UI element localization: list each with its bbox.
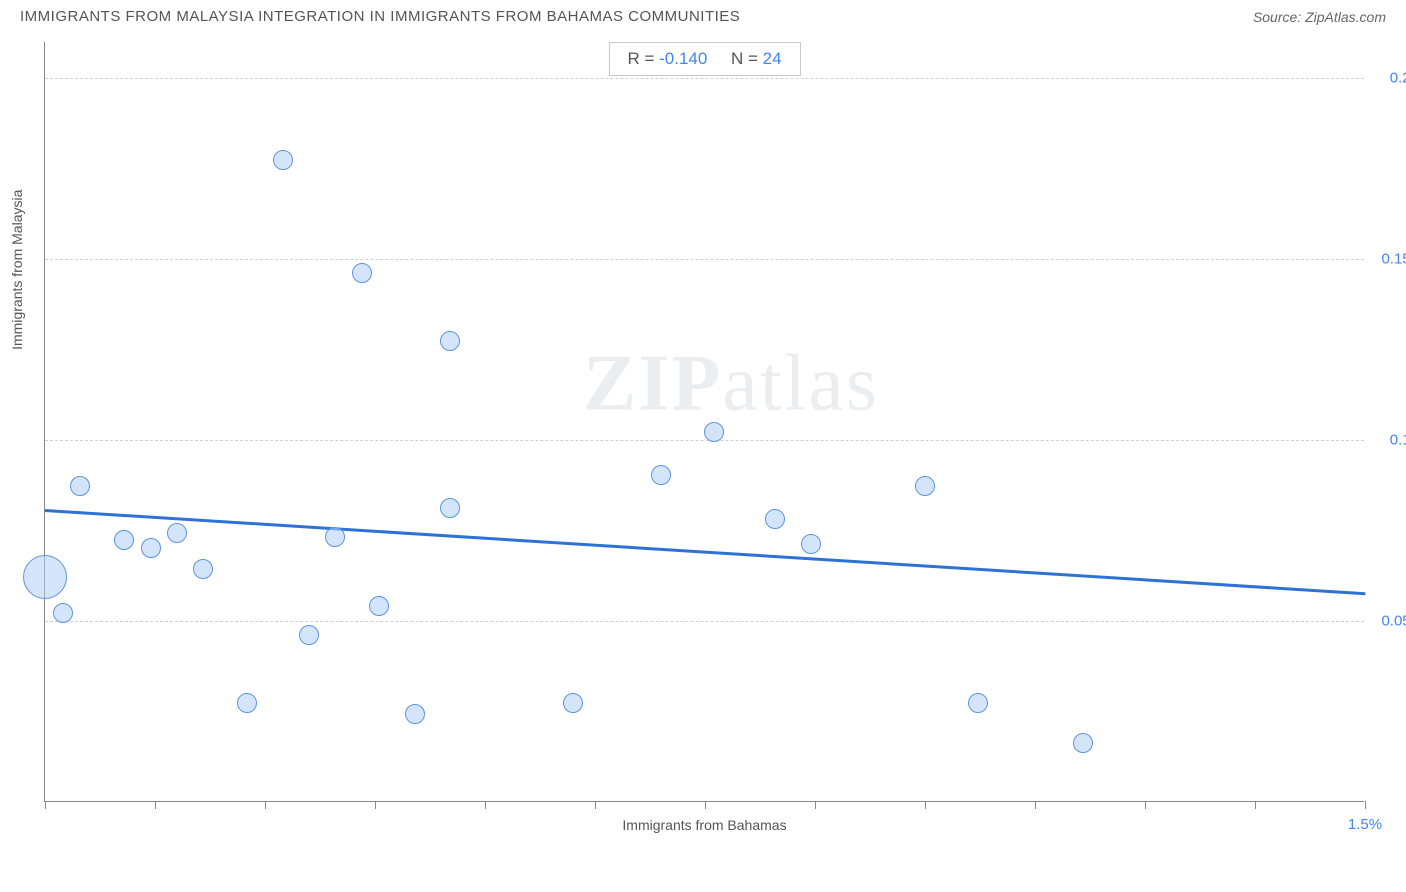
data-point: [193, 559, 213, 579]
data-point: [23, 555, 67, 599]
x-tick-label: 1.5%: [1348, 816, 1382, 833]
data-point: [114, 530, 134, 550]
data-point: [801, 534, 821, 554]
data-point: [915, 476, 935, 496]
x-tick: [1255, 801, 1256, 809]
data-point: [70, 476, 90, 496]
y-axis-label: Immigrants from Malaysia: [9, 189, 25, 349]
x-tick: [1035, 801, 1036, 809]
data-point: [273, 150, 293, 170]
data-point: [325, 527, 345, 547]
chart-title: IMMIGRANTS FROM MALAYSIA INTEGRATION IN …: [20, 8, 740, 25]
data-point: [440, 498, 460, 518]
data-point: [352, 263, 372, 283]
x-tick: [45, 801, 46, 809]
chart-header: IMMIGRANTS FROM MALAYSIA INTEGRATION IN …: [0, 0, 1406, 29]
watermark: ZIPatlas: [583, 338, 879, 429]
y-tick-label: 0.05%: [1369, 613, 1406, 630]
x-tick: [265, 801, 266, 809]
x-tick: [925, 801, 926, 809]
data-point: [704, 422, 724, 442]
x-tick: [1145, 801, 1146, 809]
x-tick: [155, 801, 156, 809]
data-point: [167, 523, 187, 543]
x-tick: [1365, 801, 1366, 809]
y-tick-label: 0.2%: [1369, 70, 1406, 87]
x-tick: [595, 801, 596, 809]
data-point: [53, 603, 73, 623]
data-point: [563, 693, 583, 713]
scatter-chart: ZIPatlas R = -0.140 N = 24 Immigrants fr…: [44, 42, 1364, 802]
data-point: [968, 693, 988, 713]
x-tick: [705, 801, 706, 809]
chart-source: Source: ZipAtlas.com: [1253, 9, 1386, 25]
data-point: [369, 596, 389, 616]
data-point: [237, 693, 257, 713]
gridline: [45, 259, 1364, 260]
data-point: [440, 331, 460, 351]
data-point: [299, 625, 319, 645]
trend-line: [45, 509, 1365, 595]
data-point: [1073, 733, 1093, 753]
x-tick: [485, 801, 486, 809]
data-point: [651, 465, 671, 485]
y-tick-label: 0.15%: [1369, 251, 1406, 268]
data-point: [405, 704, 425, 724]
data-point: [141, 538, 161, 558]
gridline: [45, 621, 1364, 622]
gridline: [45, 440, 1364, 441]
y-tick-label: 0.1%: [1369, 432, 1406, 449]
data-point: [765, 509, 785, 529]
x-tick: [815, 801, 816, 809]
stats-box: R = -0.140 N = 24: [608, 42, 800, 76]
x-tick: [375, 801, 376, 809]
gridline: [45, 78, 1364, 79]
x-axis-label: Immigrants from Bahamas: [622, 817, 786, 833]
